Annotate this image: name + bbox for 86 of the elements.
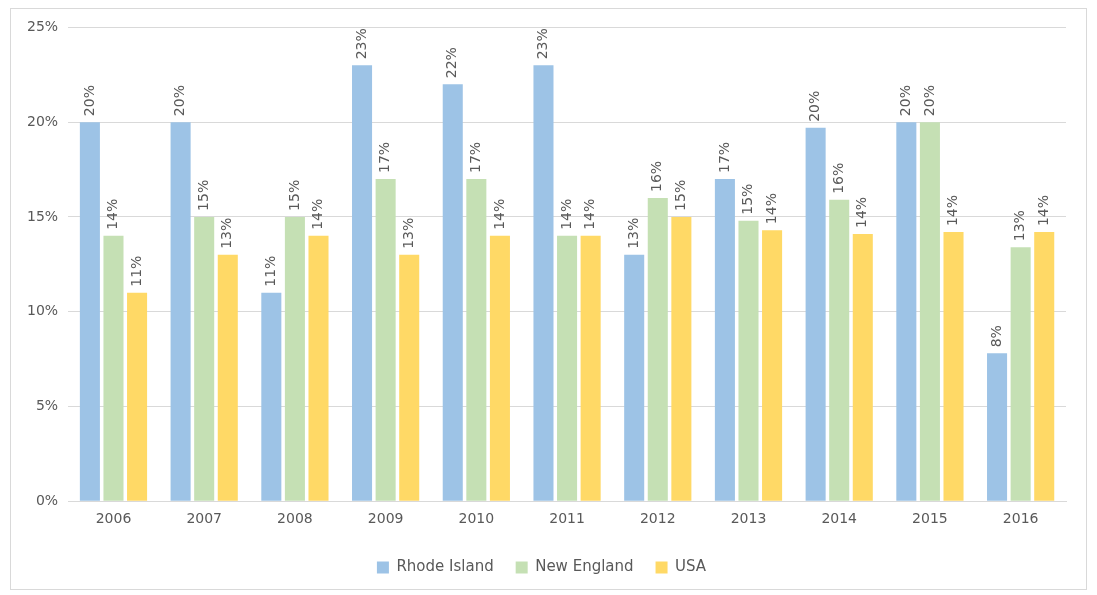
bar <box>987 353 1008 501</box>
bar <box>308 235 329 501</box>
bar <box>852 233 873 501</box>
bar <box>533 65 554 501</box>
legend-label: New England <box>535 557 634 576</box>
bar <box>103 235 124 501</box>
data-label: 20% <box>171 85 188 117</box>
data-label: 16% <box>829 162 846 194</box>
data-label: 20% <box>920 85 937 117</box>
data-label: 22% <box>443 47 460 79</box>
data-label: 20% <box>896 85 913 117</box>
bar <box>466 179 487 501</box>
bar <box>261 292 282 501</box>
bar <box>896 122 917 501</box>
data-label: 13% <box>624 217 641 249</box>
bar <box>647 197 668 501</box>
data-label: 17% <box>376 141 393 174</box>
data-label: 14% <box>309 198 326 230</box>
bar <box>557 235 578 501</box>
bar <box>352 65 373 501</box>
data-label: 14% <box>557 198 574 230</box>
bar <box>580 235 601 501</box>
data-label: 20% <box>806 90 823 122</box>
bar <box>624 254 645 501</box>
y-tick-label: 0% <box>35 491 59 508</box>
x-tick-label: 2013 <box>730 510 767 527</box>
x-tick-label: 2012 <box>639 510 676 527</box>
y-tick-label: 15% <box>26 207 59 224</box>
data-label: 15% <box>672 179 688 211</box>
data-label: 13% <box>218 217 235 249</box>
x-tick-label: 2006 <box>95 510 132 527</box>
data-label: 14% <box>490 198 507 230</box>
legend-label: USA <box>675 557 707 576</box>
bar <box>1034 232 1055 501</box>
data-label: 11% <box>127 255 144 287</box>
data-label: 17% <box>466 141 483 174</box>
bar <box>1010 247 1031 501</box>
x-tick-label: 2015 <box>912 510 948 527</box>
x-tick-label: 2014 <box>821 510 858 527</box>
data-label: 8% <box>987 325 1004 348</box>
data-label: 23% <box>534 28 551 60</box>
x-tick-label: 2011 <box>549 510 585 527</box>
data-label: 14% <box>581 198 598 230</box>
data-label: 11% <box>261 255 278 287</box>
x-tick-label: 2009 <box>367 510 404 527</box>
bar <box>284 216 305 501</box>
data-label: 14% <box>762 193 779 225</box>
y-tick-label: 10% <box>26 302 59 319</box>
bar <box>738 220 759 501</box>
bar <box>399 254 420 501</box>
bar <box>919 122 940 501</box>
data-label: 14% <box>853 196 870 228</box>
data-label: 13% <box>399 217 416 249</box>
data-label: 14% <box>104 198 121 230</box>
data-label: 20% <box>80 85 97 117</box>
data-label: 17% <box>715 141 732 174</box>
bar <box>943 232 964 501</box>
data-label: 14% <box>1034 194 1051 227</box>
data-label: 23% <box>352 28 369 60</box>
bar <box>829 199 850 501</box>
bar <box>714 179 735 501</box>
data-label: 13% <box>1011 210 1028 242</box>
y-tick-label: 25% <box>26 18 59 35</box>
bar <box>170 122 191 501</box>
x-tick-label: 2008 <box>277 510 313 527</box>
bar <box>217 254 238 501</box>
data-label: 16% <box>648 160 665 192</box>
y-tick-label: 20% <box>26 112 59 129</box>
data-label: 15% <box>285 179 302 211</box>
x-tick-label: 2016 <box>1002 510 1039 527</box>
x-tick-label: 2010 <box>458 510 495 527</box>
bar <box>805 127 826 501</box>
bar <box>671 216 692 501</box>
bar <box>442 84 463 501</box>
bar <box>375 179 396 501</box>
bar <box>79 122 100 501</box>
bar <box>127 292 148 501</box>
bar <box>762 230 783 501</box>
bar <box>489 235 510 501</box>
x-tick-label: 2007 <box>186 510 223 527</box>
bar <box>194 216 215 501</box>
legend-label: Rhode Island <box>396 557 494 576</box>
data-label: 14% <box>944 194 961 227</box>
y-tick-label: 5% <box>35 397 59 414</box>
data-label: 15% <box>739 183 756 215</box>
data-label: 15% <box>194 179 211 211</box>
